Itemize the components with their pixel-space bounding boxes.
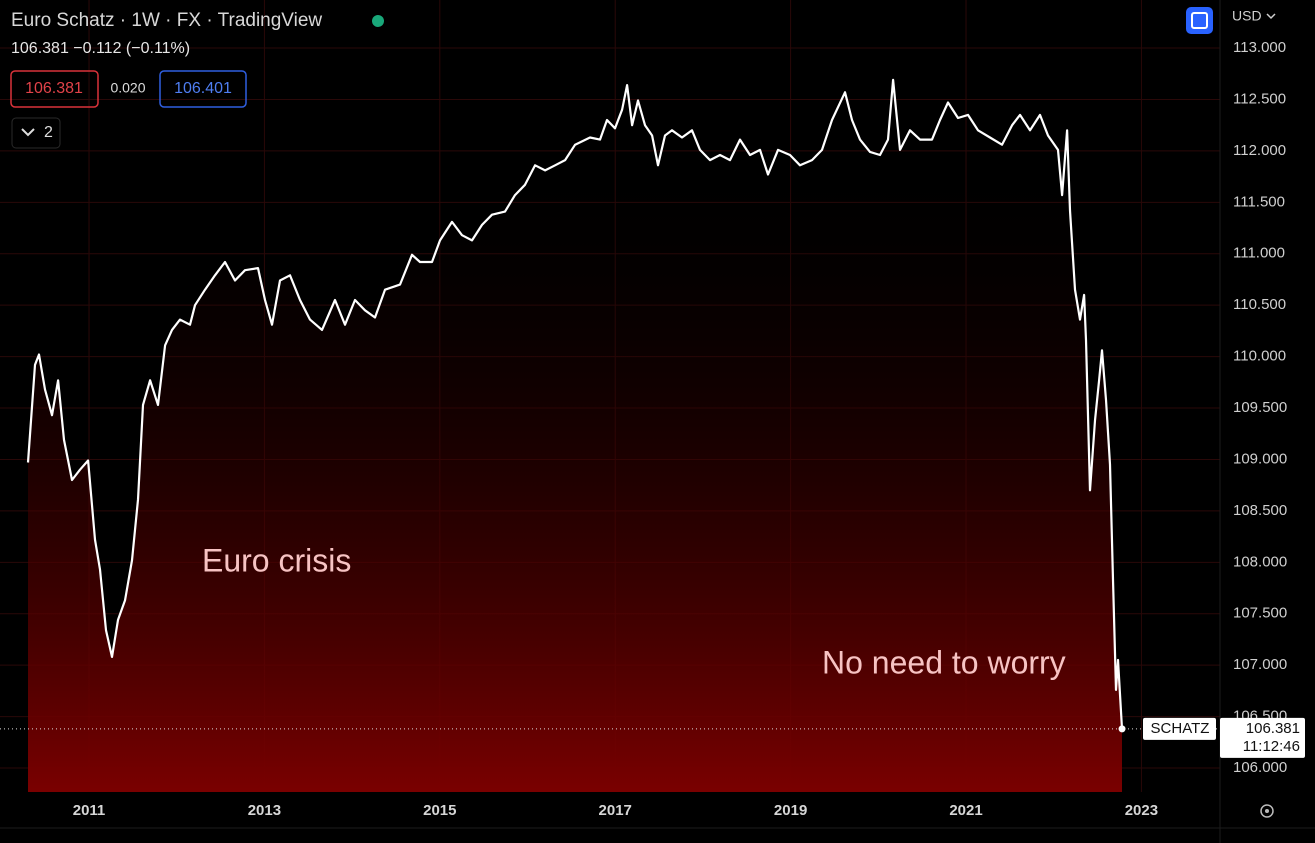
y-tick-label: 108.500: [1233, 502, 1287, 519]
countdown: 11:12:46: [1243, 738, 1300, 755]
price-box: [1220, 717, 1305, 758]
y-tick-label: 111.000: [1233, 245, 1285, 262]
x-tick-label: 2011: [73, 802, 106, 819]
y-tick-label: 109.500: [1233, 399, 1287, 416]
last-point: [1118, 725, 1126, 733]
settings-icon[interactable]: [1260, 804, 1274, 818]
y-tick-label: 112.500: [1233, 90, 1286, 107]
y-tick-label: 113.000: [1233, 39, 1286, 56]
x-tick-label: 2017: [599, 802, 632, 819]
subtitle: 106.381 −0.112 (−0.11%): [11, 40, 190, 57]
y-tick-label: 107.500: [1233, 605, 1287, 622]
gear: [1260, 804, 1274, 818]
price-label: 106.381: [1246, 720, 1300, 737]
x-tick-label: 2023: [1125, 802, 1158, 819]
x-tick-label: 2013: [248, 802, 281, 819]
ask-box[interactable]: [159, 70, 247, 108]
x-tick-label: 2021: [949, 802, 982, 819]
currency-selector[interactable]: USD: [1232, 8, 1262, 24]
y-tick-label: 108.000: [1233, 553, 1287, 570]
fullscreen-button[interactable]: [1186, 7, 1213, 34]
ask-price: 106.401: [174, 80, 232, 97]
fullscreen-icon: [1191, 12, 1208, 29]
y-tick-label: 107.000: [1233, 656, 1287, 673]
chart-title: Euro Schatz · 1W · FX · TradingView: [11, 10, 322, 31]
x-tick-label: 2015: [423, 802, 456, 819]
spread: 0.020: [110, 80, 145, 96]
y-tick-label: 112.000: [1233, 142, 1286, 159]
chevron-icon: [21, 128, 35, 137]
y-tick-label: 110.000: [1233, 348, 1286, 365]
plot: [0, 0, 1220, 792]
area: [28, 79, 1122, 792]
y-tick-label: 106.000: [1233, 759, 1287, 776]
y-tick-label: 110.500: [1233, 296, 1286, 313]
annotation: Euro crisis: [202, 542, 351, 578]
bid-price: 106.381: [25, 80, 83, 97]
symbol-box: [1143, 717, 1216, 740]
symbol-label: SCHATZ: [1151, 720, 1210, 737]
indicator-toggle[interactable]: [11, 117, 61, 149]
x-tick-label: 2019: [774, 802, 807, 819]
chevron-icon: [1266, 13, 1276, 20]
gear-center: [1265, 809, 1269, 813]
indicator-count: 2: [44, 124, 53, 141]
bid-box[interactable]: [10, 70, 99, 108]
status-dot: [372, 15, 384, 27]
y-tick-label: 111.500: [1233, 193, 1285, 210]
annotation: No need to worry: [822, 644, 1066, 680]
y-tick-label: 109.000: [1233, 450, 1287, 467]
line: [26, 78, 1124, 729]
